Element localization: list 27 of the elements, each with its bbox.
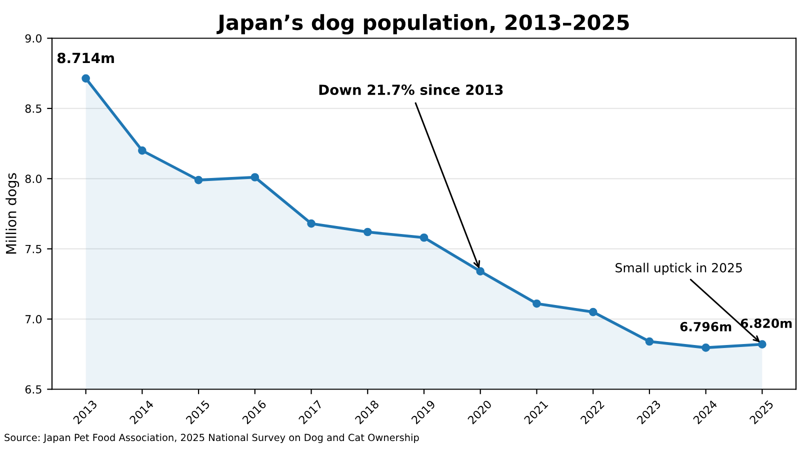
annotation: 6.796m: [680, 322, 732, 332]
source-note: Source: Japan Pet Food Association, 2025 National Survey on Dog and Cat Ownership: [4, 434, 419, 444]
y-tick-label: 6.5: [25, 385, 42, 394]
y-tick-label: 8.0: [25, 174, 42, 184]
point: [307, 219, 316, 228]
chart-title: Japan’s dog population, 2013–2025: [216, 14, 629, 34]
y-tick-label: 7.5: [26, 244, 42, 254]
y-axis-title: Million dogs: [6, 173, 20, 254]
point: [645, 337, 654, 346]
annotation: Small uptick in 2025: [616, 262, 742, 275]
y-tick-label: 8.5: [25, 104, 42, 113]
y-tick-label: 7.0: [26, 315, 42, 324]
annotation: 6.820m: [740, 318, 792, 328]
point: [363, 228, 372, 236]
point: [588, 308, 598, 316]
y-tick-label: 9.0: [25, 34, 42, 43]
annotation: 8.714m: [57, 52, 114, 64]
point: [138, 146, 146, 155]
point: [702, 344, 710, 352]
point: [82, 74, 90, 83]
point: [194, 176, 203, 184]
point: [250, 173, 260, 182]
annotation: Down 21.7% since 2013: [319, 84, 503, 96]
point: [758, 340, 766, 348]
point: [420, 233, 428, 242]
point: [476, 267, 485, 276]
point: [532, 299, 541, 308]
